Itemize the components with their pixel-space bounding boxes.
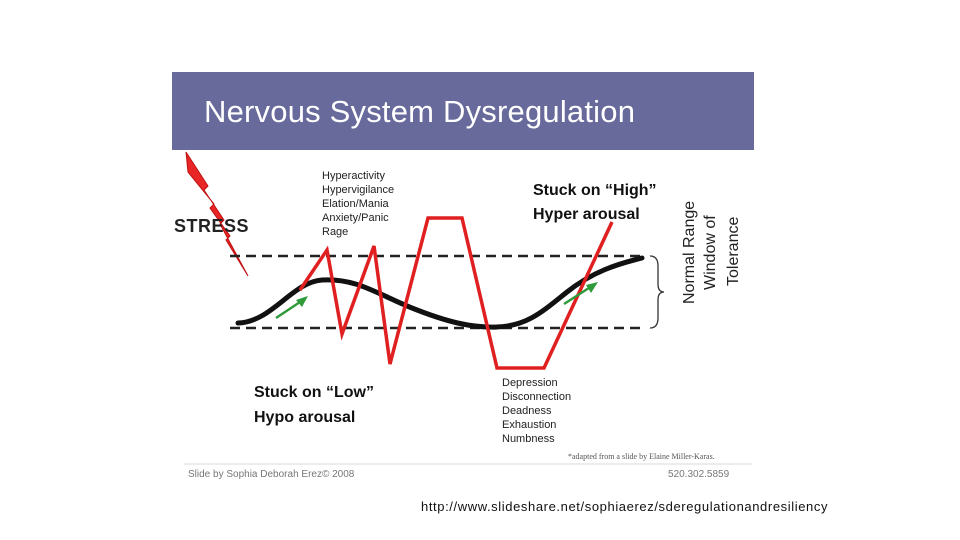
stress-label: STRESS [174,216,249,236]
slide-image: Nervous System Dysregulation STRESS Hype… [172,72,756,484]
adapted-note: *adapted from a slide by Elaine Miller-K… [568,452,715,461]
slide-phone: 520.302.5859 [668,469,730,480]
slide-credit: Slide by Sophia Deborah Erez© 2008 [188,469,355,480]
title-bar: Nervous System Dysregulation [172,72,754,150]
low-state-label: Deadness [502,405,552,417]
slide-title: Nervous System Dysregulation [204,94,636,129]
window-label-tolerance: Tolerance [725,217,742,286]
low-state-label: Depression [502,377,558,389]
window-label-window-of: Window of [702,215,719,290]
stuck-high-label: Stuck on “High” [533,182,657,199]
high-state-label: Anxiety/Panic [322,212,389,224]
hyper-arousal-label: Hyper arousal [533,206,640,223]
high-state-label: Rage [322,226,348,238]
green-arrow-right-icon [563,282,598,306]
dysregulation-diagram: STRESS Hyperactivity Hypervigilance Elat… [174,151,752,480]
hypo-arousal-label: Hypo arousal [254,409,355,426]
regulated-wave-curve [235,255,645,330]
low-state-label: Exhaustion [502,419,556,431]
window-bracket [649,255,665,329]
low-state-label: Disconnection [502,391,571,403]
high-state-label: Hypervigilance [322,184,394,196]
dysregulated-red-line [298,216,614,370]
high-state-label: Hyperactivity [322,170,385,182]
low-state-label: Numbness [502,433,555,445]
source-url-link[interactable]: http://www.slideshare.net/sophiaerez/sde… [421,499,829,514]
window-label-normal-range: Normal Range [681,201,698,304]
stuck-low-label: Stuck on “Low” [254,384,374,401]
high-state-label: Elation/Mania [322,198,390,210]
green-arrow-left-icon [275,296,308,320]
lightning-bolt-icon [185,151,249,277]
